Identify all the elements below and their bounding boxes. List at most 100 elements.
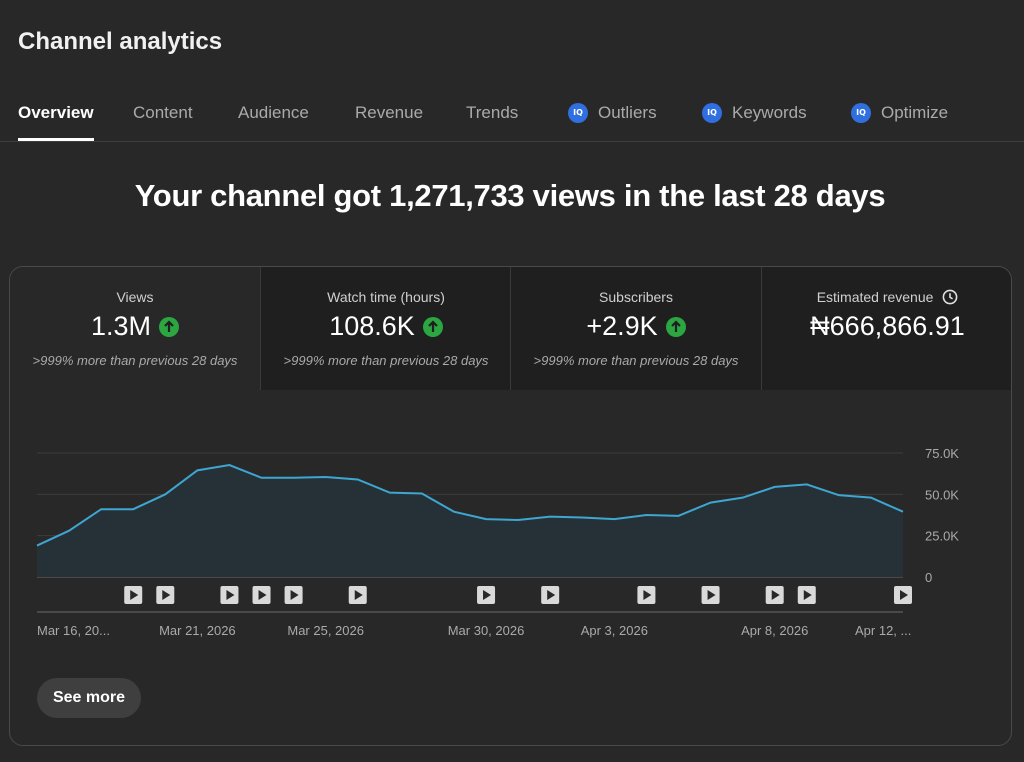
video-marker-icon[interactable] xyxy=(348,586,367,604)
metric-value: 108.6K xyxy=(329,311,415,341)
views-data-point xyxy=(164,493,167,496)
views-series-line xyxy=(36,464,904,547)
metrics-row: Views 1.3M >999% more than previous 28 d… xyxy=(10,267,1011,390)
metric-value: ₦666,866.91 xyxy=(810,311,965,341)
iq-extension-icon: IQ xyxy=(702,103,722,123)
metric-comparison: >999% more than previous 28 days xyxy=(533,353,739,368)
views-data-point xyxy=(260,476,263,479)
tab-label: Trends xyxy=(466,103,519,122)
views-data-point xyxy=(196,469,199,472)
views-area-fill xyxy=(37,465,903,577)
tab-label: Revenue xyxy=(355,103,424,122)
x-tick-label: Mar 16, 20... xyxy=(37,623,110,638)
analytics-card: Views 1.3M >999% more than previous 28 d… xyxy=(9,266,1012,746)
y-tick-label: 50.0K xyxy=(925,487,959,502)
views-data-point xyxy=(613,518,616,521)
views-data-point xyxy=(68,529,71,532)
video-marker-icon[interactable] xyxy=(797,586,816,604)
metric-subscribers[interactable]: Subscribers +2.9K >999% more than previo… xyxy=(511,267,761,390)
views-data-point xyxy=(420,492,423,495)
tab-label: Outliers xyxy=(598,103,657,122)
views-data-point xyxy=(773,485,776,488)
tab-label: Overview xyxy=(18,103,94,122)
views-data-point xyxy=(741,496,744,499)
page-title: Channel analytics xyxy=(18,28,223,55)
x-tick-label: Apr 8, 2026 xyxy=(741,623,808,638)
tab-trends[interactable]: Trends xyxy=(466,103,518,141)
tab-audience[interactable]: Audience xyxy=(238,103,309,141)
video-marker-icon[interactable] xyxy=(637,586,656,604)
views-data-point xyxy=(805,483,808,486)
y-tick-label: 75.0K xyxy=(925,446,959,461)
metric-value-row: 108.6K xyxy=(261,311,511,342)
video-marker-icon[interactable] xyxy=(284,586,303,604)
arrow-up-icon xyxy=(665,316,686,337)
metric-views[interactable]: Views 1.3M >999% more than previous 28 d… xyxy=(10,267,260,390)
tab-label: Content xyxy=(133,103,193,122)
views-data-point xyxy=(36,544,39,547)
views-data-point xyxy=(549,515,552,518)
views-data-point xyxy=(645,514,648,517)
metric-label: Subscribers xyxy=(599,289,673,305)
x-tick-label: Apr 3, 2026 xyxy=(581,623,648,638)
views-chart: 75.0K 50.0K 25.0K 0 Mar 16, 20... Mar 21, 202… xyxy=(10,390,1011,745)
metric-label: Watch time (hours) xyxy=(327,289,445,305)
y-tick-label: 0 xyxy=(925,570,932,585)
views-data-point xyxy=(485,518,488,521)
metric-divider xyxy=(510,267,511,390)
video-marker-icon[interactable] xyxy=(701,586,720,604)
x-tick-label: Mar 25, 2026 xyxy=(287,623,364,638)
metric-comparison: >999% more than previous 28 days xyxy=(32,353,238,368)
views-data-point xyxy=(837,494,840,497)
tab-label: Optimize xyxy=(881,103,949,122)
views-chart-svg: 75.0K 50.0K 25.0K 0 Mar 16, 20... Mar 21, 202… xyxy=(36,446,959,638)
views-data-point xyxy=(869,496,872,499)
views-data-point xyxy=(581,516,584,519)
summary-headline: Your channel got 1,271,733 views in the … xyxy=(134,178,886,213)
tab-outliers[interactable]: IQ Outliers xyxy=(568,103,657,141)
clock-icon xyxy=(942,289,958,308)
metric-divider xyxy=(260,267,261,390)
metric-value: 1.3M xyxy=(90,311,152,341)
video-marker-icon[interactable] xyxy=(894,586,912,604)
views-data-point xyxy=(356,478,359,481)
views-data-point xyxy=(292,476,295,479)
tab-overview[interactable]: Overview xyxy=(18,103,94,141)
views-data-point xyxy=(452,510,455,513)
views-data-point xyxy=(132,508,135,511)
views-data-point xyxy=(388,491,391,494)
metric-label: Estimated revenue xyxy=(816,289,934,305)
video-marker-icon[interactable] xyxy=(765,586,784,604)
metric-watch-time[interactable]: Watch time (hours) 108.6K >999% more tha… xyxy=(261,267,511,390)
tab-optimize[interactable]: IQ Optimize xyxy=(851,103,948,141)
views-data-point xyxy=(517,518,520,521)
views-data-point xyxy=(324,475,327,478)
metric-value-row: 1.3M xyxy=(10,311,260,342)
video-marker-icon[interactable] xyxy=(541,586,560,604)
views-data-point xyxy=(100,508,103,511)
arrow-up-icon xyxy=(159,316,180,337)
iq-extension-icon: IQ xyxy=(851,103,871,123)
metric-value-row: ₦666,866.91 xyxy=(762,311,1011,342)
views-data-point xyxy=(902,510,905,513)
tab-content[interactable]: Content xyxy=(133,103,193,141)
views-data-point xyxy=(709,501,712,504)
tab-label: Keywords xyxy=(732,103,807,122)
metric-value-row: +2.9K xyxy=(511,311,761,342)
video-marker-icon[interactable] xyxy=(124,586,143,604)
metric-label-row: Estimated revenue xyxy=(762,289,1011,308)
views-data-point xyxy=(228,464,231,467)
tab-keywords[interactable]: IQ Keywords xyxy=(702,103,807,141)
metric-estimated-revenue[interactable]: Estimated revenue ₦666,866.91 xyxy=(762,267,1011,390)
video-marker-icon[interactable] xyxy=(477,586,496,604)
see-more-button[interactable]: See more xyxy=(37,678,141,718)
video-marker-icon[interactable] xyxy=(252,586,271,604)
metric-comparison: >999% more than previous 28 days xyxy=(283,353,489,368)
metric-label: Views xyxy=(116,289,154,305)
video-marker-icon[interactable] xyxy=(220,586,239,604)
tab-label: Audience xyxy=(238,103,309,122)
metric-value: +2.9K xyxy=(586,311,658,341)
tab-bar: Overview Content Audience Revenue Trends… xyxy=(0,90,1024,142)
tab-revenue[interactable]: Revenue xyxy=(355,103,423,141)
video-marker-icon[interactable] xyxy=(156,586,175,604)
